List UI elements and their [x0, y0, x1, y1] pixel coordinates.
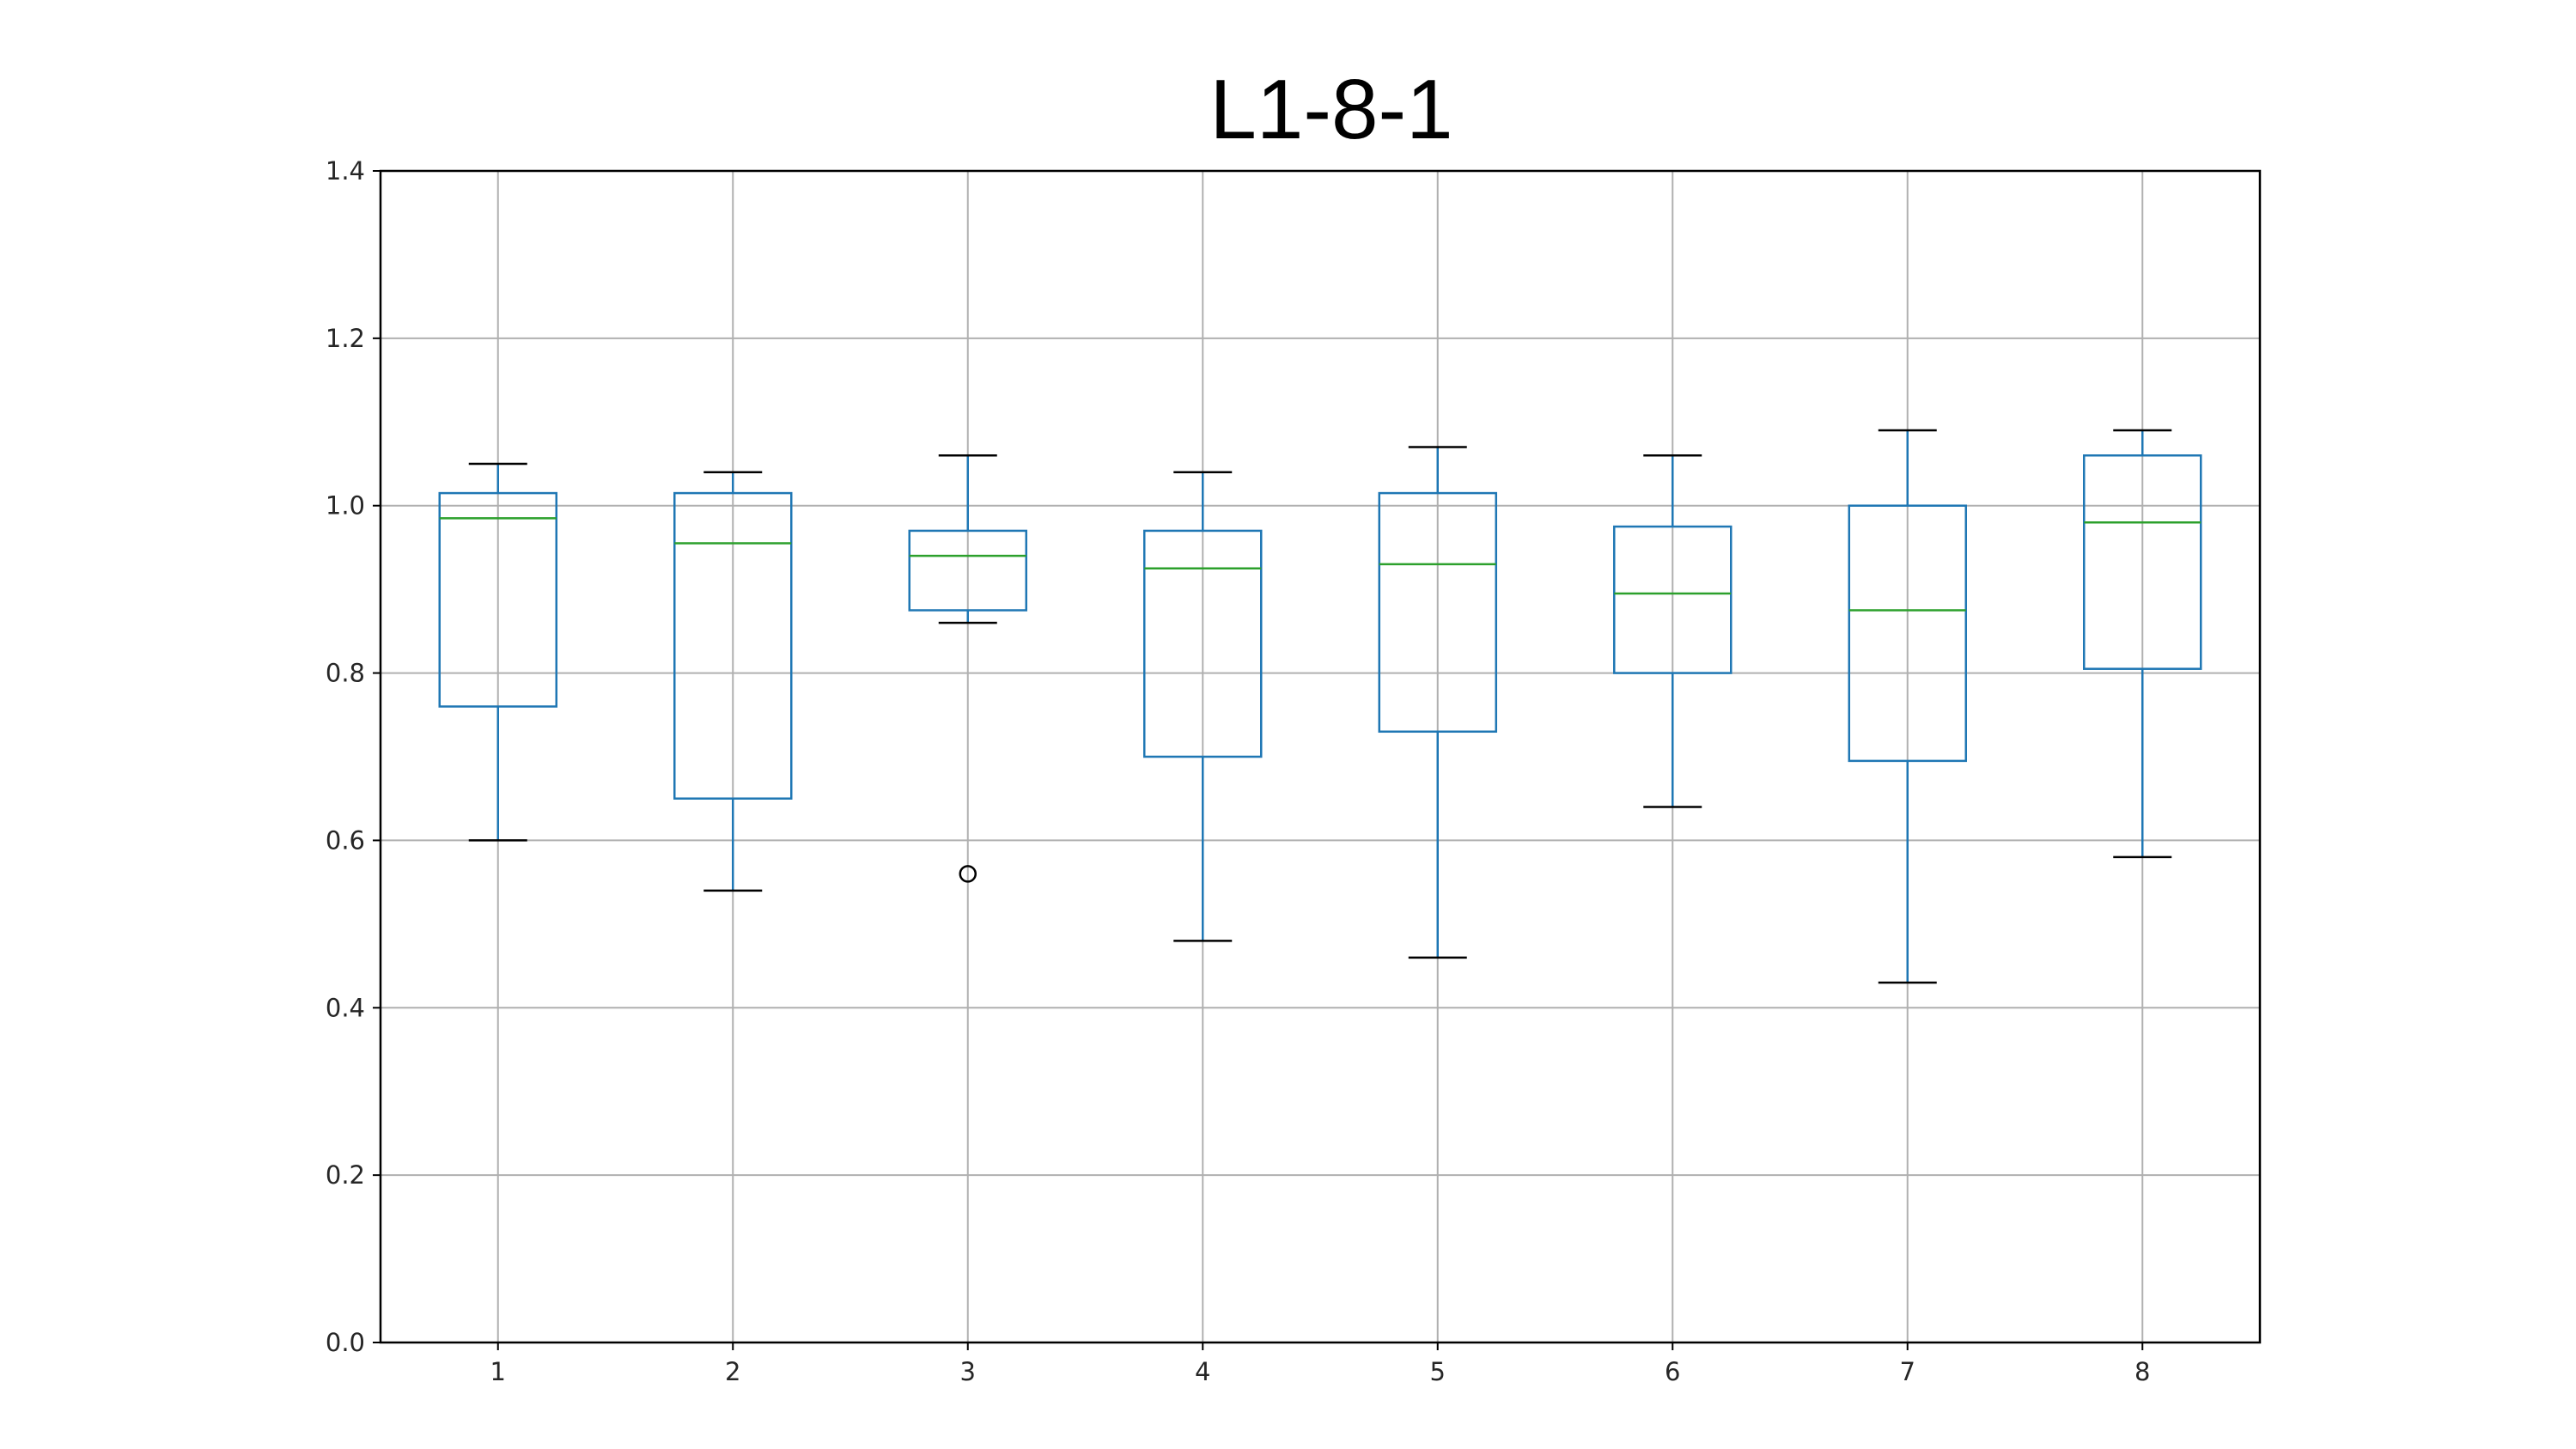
box-iqr	[673, 491, 793, 800]
x-axis-ticks: 1 2 3 4 5 6 7 8	[490, 1342, 2150, 1386]
y-tick-label: 0.2	[326, 1160, 365, 1190]
x-tick-label: 6	[1665, 1357, 1680, 1386]
y-axis-ticks: 0.0 0.2 0.4 0.6 0.8 1.0 1.2 1.4	[326, 156, 381, 1357]
box-iqr	[1613, 525, 1733, 674]
box-iqr	[1378, 491, 1497, 734]
outlier-point	[959, 865, 977, 883]
box-group-6	[1613, 454, 1733, 808]
box-group-3	[908, 454, 1027, 883]
chart-title: L1-8-1	[1209, 62, 1453, 156]
grid-lines	[381, 170, 2260, 1343]
box-series	[438, 429, 2202, 984]
y-tick-label: 1.2	[326, 324, 365, 353]
box-group-1	[438, 462, 557, 842]
box-group-8	[2083, 429, 2202, 859]
box-iqr	[2083, 454, 2202, 670]
y-tick-label: 0.6	[326, 825, 365, 855]
box-group-7	[1848, 429, 1967, 984]
x-tick-label: 8	[2134, 1357, 2150, 1386]
box-iqr	[438, 491, 557, 708]
plot-frame	[379, 169, 2262, 1344]
y-tick-label: 0.4	[326, 993, 365, 1022]
x-tick-label: 5	[1430, 1357, 1446, 1386]
box-group-4	[1143, 471, 1263, 942]
y-tick-label: 1.4	[326, 156, 365, 186]
box-iqr	[1848, 504, 1967, 763]
x-tick-label: 3	[960, 1357, 976, 1386]
x-tick-label: 1	[490, 1357, 506, 1386]
y-tick-label: 1.0	[326, 491, 365, 521]
y-tick-label: 0.8	[326, 659, 365, 688]
box-group-5	[1378, 446, 1497, 959]
box-iqr	[908, 529, 1027, 612]
x-tick-label: 7	[1900, 1357, 1915, 1386]
box-iqr	[1143, 529, 1263, 758]
y-tick-label: 0.0	[326, 1328, 365, 1357]
box-group-2	[673, 471, 793, 892]
x-tick-label: 4	[1195, 1357, 1210, 1386]
x-tick-label: 2	[725, 1357, 740, 1386]
